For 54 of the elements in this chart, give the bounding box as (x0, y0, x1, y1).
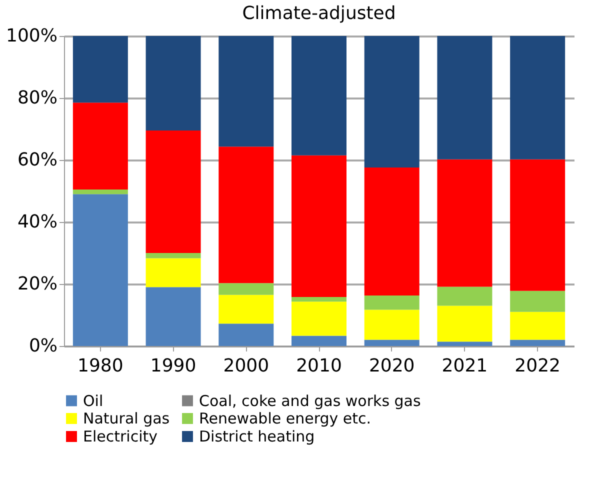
bar (72, 102, 128, 190)
bar (146, 130, 201, 253)
bar (292, 155, 346, 298)
bar (292, 36, 346, 156)
bar (437, 306, 492, 342)
chart-title: Climate-adjusted (242, 3, 396, 24)
legend-label: District heating (199, 428, 315, 446)
bar (437, 286, 492, 306)
x-tick-label: 1980 (78, 356, 124, 376)
bar (72, 194, 128, 346)
y-tick-label: 40% (17, 212, 58, 232)
legend-label: Natural gas (83, 410, 170, 428)
legend-label: Renewable energy etc. (199, 410, 372, 428)
bar (510, 36, 566, 160)
bar (364, 340, 420, 346)
x-tick-label: 2000 (223, 356, 270, 376)
bar (146, 253, 201, 258)
legend-label: Electricity (83, 428, 158, 446)
bar (437, 36, 492, 160)
y-tick-label: 0% (28, 336, 58, 356)
bar (364, 167, 420, 296)
bar (364, 295, 420, 310)
bar (72, 189, 128, 194)
bar (72, 36, 128, 103)
x-tick-label: 2021 (442, 356, 488, 376)
bar (218, 36, 274, 147)
x-tick-label: 1990 (150, 356, 196, 376)
bar (146, 287, 201, 346)
bar (437, 342, 492, 346)
bar (364, 310, 420, 340)
bar (218, 294, 274, 324)
legend-label: Oil (83, 392, 104, 410)
legend-label: Coal, coke and gas works gas (199, 392, 421, 410)
y-tick-label: 60% (17, 150, 58, 170)
bar (218, 146, 274, 284)
bar (292, 302, 346, 336)
x-tick-label: 2020 (368, 356, 415, 376)
x-tick-label: 2022 (514, 356, 560, 376)
bar (292, 297, 346, 302)
y-tick-label: 20% (17, 274, 58, 294)
bar (218, 283, 274, 295)
y-tick-label: 80% (17, 88, 58, 108)
bar (510, 312, 566, 340)
bar (364, 36, 420, 168)
bar (510, 340, 566, 346)
y-tick-label: 100% (6, 26, 58, 46)
bar (510, 290, 566, 312)
bar (218, 324, 274, 346)
bar (292, 336, 346, 346)
bar (437, 159, 492, 287)
bar (146, 36, 201, 131)
bar (510, 159, 566, 291)
bar (146, 258, 201, 288)
x-tick-label: 2010 (296, 356, 342, 376)
